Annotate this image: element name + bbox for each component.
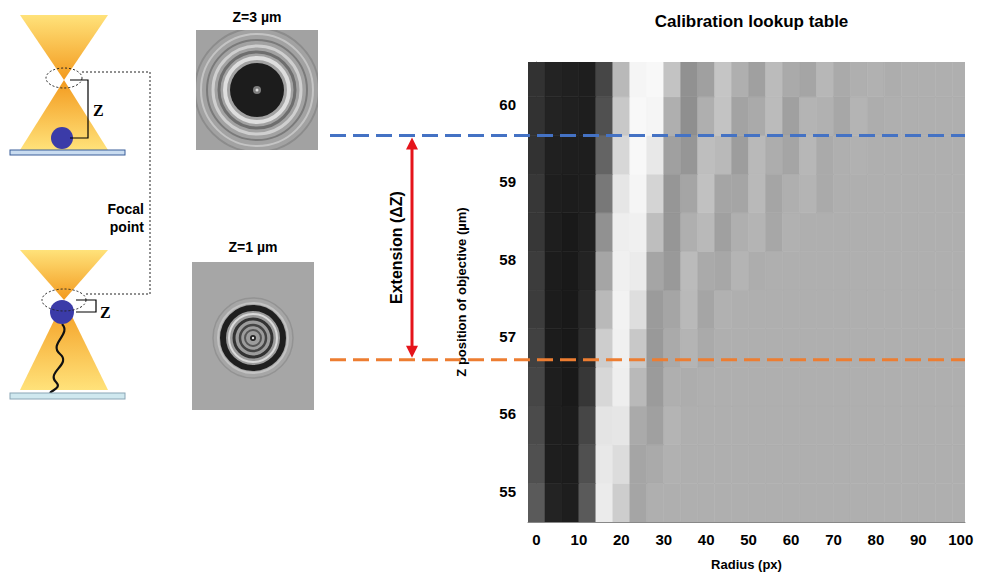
svg-text:0: 0 xyxy=(532,531,540,548)
svg-text:Z: Z xyxy=(100,304,111,321)
svg-text:40: 40 xyxy=(698,531,715,548)
svg-text:60: 60 xyxy=(499,96,516,113)
svg-text:Calibration lookup table: Calibration lookup table xyxy=(655,12,849,31)
svg-text:80: 80 xyxy=(868,531,885,548)
svg-text:Extension (ΔZ): Extension (ΔZ) xyxy=(388,191,405,304)
svg-text:point: point xyxy=(110,219,145,235)
svg-text:100: 100 xyxy=(948,531,973,548)
svg-text:Focal: Focal xyxy=(107,201,144,217)
svg-text:20: 20 xyxy=(613,531,630,548)
svg-text:56: 56 xyxy=(499,405,516,422)
svg-text:10: 10 xyxy=(571,531,588,548)
svg-text:Z position of objective (µm): Z position of objective (µm) xyxy=(454,207,469,376)
svg-text:58: 58 xyxy=(499,251,516,268)
svg-text:59: 59 xyxy=(499,173,516,190)
svg-text:Z: Z xyxy=(93,102,104,119)
svg-text:Radius (px): Radius (px) xyxy=(711,557,782,572)
svg-text:30: 30 xyxy=(655,531,672,548)
svg-text:70: 70 xyxy=(825,531,842,548)
svg-text:57: 57 xyxy=(499,328,516,345)
svg-text:Z=1 µm: Z=1 µm xyxy=(229,239,278,255)
svg-text:90: 90 xyxy=(910,531,927,548)
svg-text:60: 60 xyxy=(783,531,800,548)
svg-text:50: 50 xyxy=(740,531,757,548)
svg-text:55: 55 xyxy=(499,483,516,500)
svg-text:Z=3 µm: Z=3 µm xyxy=(233,9,282,25)
